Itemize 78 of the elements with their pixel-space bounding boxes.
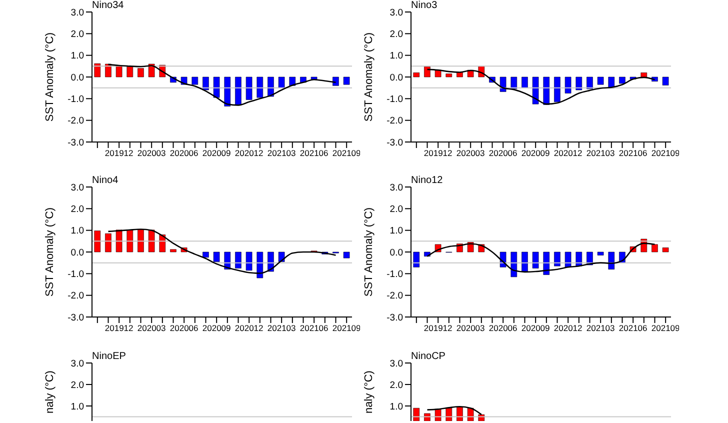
y-tick-label: -3.0 [386,137,403,148]
y-tick-label: -2.0 [68,116,84,127]
x-tick-label: 202006 [488,323,518,334]
y-tick-label: 2.0 [390,380,403,391]
y-tick-label: 2.0 [70,29,84,40]
y-tick-label: -1.0 [386,269,403,280]
x-tick-label: 202003 [456,148,486,158]
x-tick-label: 202106 [300,323,329,334]
chart-title: Nino3 [411,0,438,11]
y-tick-label: 0.0 [70,247,84,258]
y-tick-label: -1.0 [68,269,84,280]
chart-title: Nino12 [411,175,443,186]
x-tick-label: 202109 [332,323,362,334]
y-tick-label: 1.0 [390,50,403,62]
x-tick-label: 202009 [521,148,550,158]
y-tick-label: 1.0 [70,226,84,237]
x-tick-label: 202106 [618,148,648,158]
y-axis-title: SST Anomaly (°C) [44,207,56,297]
x-tick-label: 202009 [202,323,232,334]
y-tick-label: -1.0 [386,94,403,106]
y-tick-label: 0.0 [70,72,84,84]
chart-title: Nino34 [92,0,124,11]
y-tick-label: -1.0 [68,94,84,106]
y-tick-label: 1.0 [390,226,403,237]
x-tick-label: 201912 [424,148,453,158]
x-tick-label: 202109 [651,148,680,158]
x-tick-label: 201912 [104,323,134,334]
x-tick-label: 202012 [554,323,583,334]
y-axis-title: SST Anomaly (°C) [362,32,375,122]
x-tick-label: 202006 [488,148,518,158]
x-tick-label: 202012 [554,148,583,158]
x-tick-label: 202003 [137,148,166,158]
y-tick-label: -3.0 [386,312,403,324]
x-tick-label: 202012 [234,148,264,158]
y-tick-label: 0.0 [390,247,403,258]
y-tick-label: 3.0 [390,182,403,194]
x-tick-label: 202006 [170,323,199,334]
x-tick-label: 202109 [332,148,362,158]
y-axis-title: SST Anomaly (°C) [44,32,56,122]
y-tick-label: 3.0 [390,7,403,18]
y-tick-label: 1.0 [390,401,403,412]
x-tick-label: 201912 [104,148,134,158]
y-tick-label: -3.0 [68,312,84,324]
x-tick-label: 202106 [300,148,329,158]
chart-title: NinoEP [92,351,126,362]
y-tick-label: 2.0 [70,204,84,216]
y-tick-label: 3.0 [70,358,84,370]
x-tick-label: 202003 [456,323,486,334]
y-tick-label: 2.0 [390,204,403,216]
x-tick-label: 202009 [521,323,550,334]
x-tick-label: 202103 [267,323,296,334]
y-tick-label: -2.0 [68,290,84,302]
y-tick-label: 2.0 [390,29,403,40]
x-tick-label: 202103 [586,323,616,334]
y-tick-label: 3.0 [390,358,403,370]
y-tick-label: 1.0 [70,50,84,62]
chart-title: Nino4 [92,175,118,186]
x-tick-label: 202103 [267,148,296,158]
y-tick-label: 3.0 [70,7,84,18]
y-axis-title: SST Anomaly (°C) [362,207,375,297]
x-tick-label: 202003 [137,323,166,334]
x-tick-label: 202109 [651,323,680,334]
y-tick-label: 3.0 [70,182,84,194]
y-tick-label: 2.0 [70,380,84,391]
y-tick-label: 0.0 [390,72,403,84]
x-tick-label: 201912 [424,323,453,334]
y-axis-title: naly (°C) [362,370,375,414]
x-tick-label: 202106 [618,323,648,334]
x-tick-label: 202103 [586,148,616,158]
chart-title: NinoCP [411,351,446,362]
y-tick-label: -3.0 [68,137,84,148]
y-axis-title: naly (°C) [44,370,56,414]
x-tick-label: 202012 [234,323,264,334]
y-tick-label: -2.0 [386,116,403,127]
y-tick-label: 1.0 [70,401,84,412]
y-tick-label: -2.0 [386,290,403,302]
x-tick-label: 202006 [170,148,199,158]
x-tick-label: 202009 [202,148,232,158]
